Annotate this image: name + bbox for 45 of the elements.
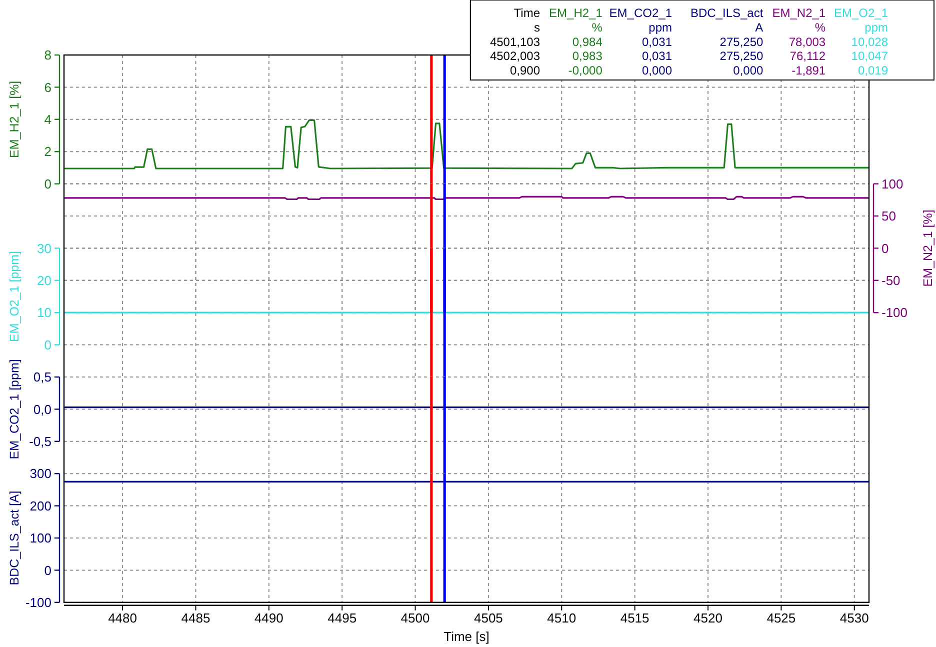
y-tick-label: 0 (44, 176, 52, 192)
text: 4502,003 0,983 0,031 275,250 76,112 10,047 (490, 49, 888, 64)
y-tick-label: -0,5 (29, 434, 52, 449)
y-tick-label: -50 (882, 272, 900, 288)
text: Time EM_H2_1 EM_CO2_1 BDC_ILS_act EM_N2_1 EM_O2_1 (514, 6, 888, 20)
y-tick-label: 0 (882, 240, 889, 256)
y-tick-label: -100 (25, 594, 52, 610)
y-tick-label: 0 (44, 337, 52, 352)
x-tick-label: 4495 (328, 610, 357, 626)
y-tick-label: 6 (44, 80, 52, 95)
x-tick-label: 4520 (694, 610, 722, 626)
y-tick-label: 4 (44, 112, 52, 127)
y-tick-label: 20 (37, 272, 52, 288)
y-tick-label: 10 (37, 305, 52, 320)
y-axis-title: BDC_ILS_act [A] (8, 490, 22, 586)
x-axis-title: Time [s] (444, 628, 490, 644)
line-series (64, 119, 869, 170)
y-tick-label: 300 (30, 466, 52, 482)
text: 4501,103 0,984 0,031 275,250 78,003 10,028 (490, 34, 888, 49)
y-tick-label: 0,5 (33, 370, 52, 385)
y-tick-label: 100 (882, 176, 904, 192)
y-tick-label: -100 (882, 305, 908, 320)
x-tick-label: 4480 (108, 610, 138, 626)
x-tick-label: 4485 (181, 610, 210, 626)
x-tick-label: 4505 (474, 610, 503, 626)
y-axis-title: EM_N2_1 [%] (921, 210, 935, 287)
y-tick-label: 2 (44, 144, 52, 160)
y-axis-title: EM_O2_1 [ppm] (8, 250, 22, 342)
y-tick-label: 8 (44, 48, 52, 63)
y-tick-label: 0 (44, 562, 52, 578)
x-tick-label: 4525 (766, 610, 796, 626)
x-tick-label: 4490 (254, 610, 284, 626)
x-tick-label: 4515 (620, 610, 650, 626)
y-tick-label: 50 (882, 208, 896, 224)
text: 0,900 -0,000 0,000 0,000 -1,891 0,019 (510, 64, 888, 78)
y-tick-label: 0,0 (33, 402, 52, 417)
y-axis-title: EM_CO2_1 [ppm] (8, 359, 22, 460)
y-tick-label: 30 (37, 240, 52, 256)
y-axis-title: EM_H2_1 [%] (8, 80, 22, 158)
y-tick-label: 100 (30, 530, 52, 546)
x-tick-label: 4530 (840, 610, 869, 626)
y-tick-label: 200 (30, 498, 52, 514)
text: s % ppm A % ppm (534, 20, 888, 34)
x-tick-label: 4510 (547, 610, 576, 626)
x-tick-label: 4500 (400, 610, 430, 626)
